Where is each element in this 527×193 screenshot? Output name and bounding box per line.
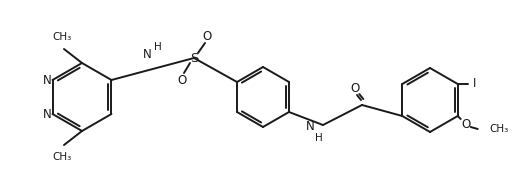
Text: CH₃: CH₃ <box>52 32 72 42</box>
Text: CH₃: CH₃ <box>490 124 509 134</box>
Text: I: I <box>473 78 476 91</box>
Text: S: S <box>190 52 198 64</box>
Text: N: N <box>43 74 52 86</box>
Text: O: O <box>178 74 187 86</box>
Text: H: H <box>315 133 323 143</box>
Text: N: N <box>143 47 152 60</box>
Text: O: O <box>350 81 359 95</box>
Text: N: N <box>306 120 315 134</box>
Text: CH₃: CH₃ <box>52 152 72 162</box>
Text: N: N <box>43 108 52 120</box>
Text: O: O <box>461 118 470 130</box>
Text: O: O <box>202 30 212 42</box>
Text: H: H <box>154 42 162 52</box>
